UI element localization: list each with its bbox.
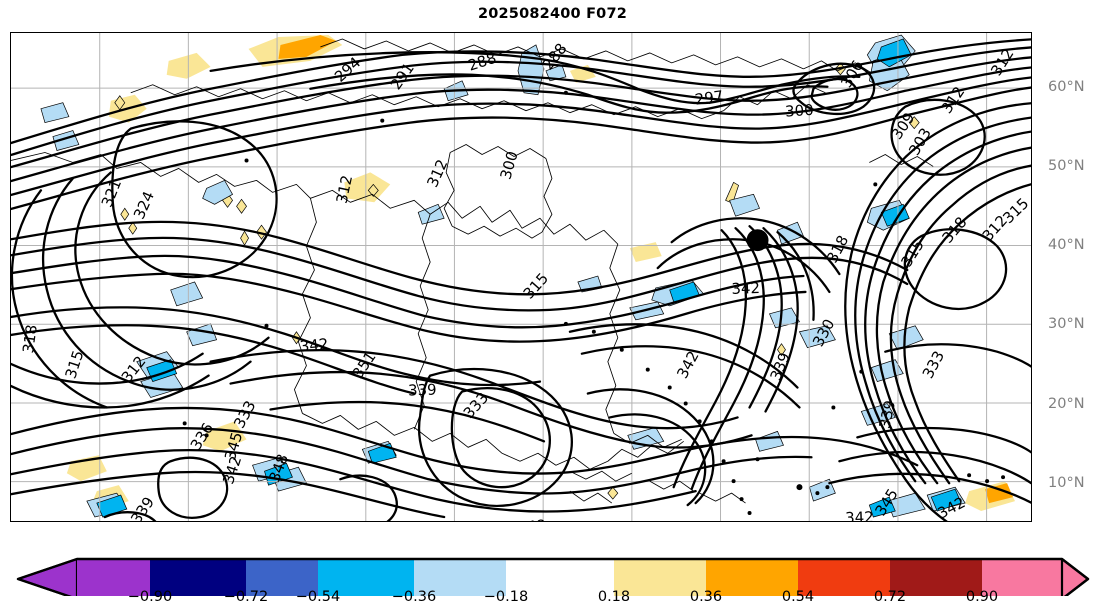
colorbar-tick-label-3: −0.36 <box>391 589 437 605</box>
station-dot-layer <box>182 90 1006 516</box>
colorbar-tick-label-1: −0.72 <box>223 589 269 605</box>
colorbar-tick-label-4: −0.18 <box>483 589 529 605</box>
lat-tick-label-40n: 40°N <box>1048 237 1085 254</box>
colorbar-tick-label-8: 0.72 <box>873 589 907 605</box>
colorbar-tick-label-6: 0.36 <box>689 589 723 605</box>
svg-text:342: 342 <box>845 508 874 521</box>
svg-text:342: 342 <box>731 279 760 298</box>
colorbar-tick-label-7: 0.54 <box>781 589 815 605</box>
contour-layer <box>11 38 1031 521</box>
colorbar: −0.90 −0.72 −0.54 −0.36 −0.18 0.18 0.36 … <box>10 556 1095 611</box>
lat-tick-label-60n: 60°N <box>1048 79 1085 96</box>
svg-text:312: 312 <box>423 157 451 190</box>
svg-text:300: 300 <box>497 149 522 181</box>
svg-text:342: 342 <box>299 335 329 356</box>
svg-text:324: 324 <box>130 189 158 222</box>
svg-text:330: 330 <box>809 316 838 350</box>
lat-tick-label-50n: 50°N <box>1048 158 1085 175</box>
lat-tick-label-10n: 10°N <box>1048 474 1085 491</box>
svg-text:339: 339 <box>876 399 900 431</box>
svg-text:333: 333 <box>460 389 492 422</box>
colorbar-tick-label-2: −0.54 <box>295 589 341 605</box>
svg-text:339: 339 <box>408 381 437 400</box>
svg-text:315: 315 <box>520 269 552 302</box>
cyclone-center-marker <box>746 229 769 252</box>
svg-text:339: 339 <box>727 518 756 521</box>
svg-text:297: 297 <box>694 87 725 109</box>
colorbar-svg <box>16 557 1090 596</box>
svg-text:318: 318 <box>19 324 41 355</box>
svg-text:348: 348 <box>517 516 547 521</box>
shaded-anomaly-layer <box>40 34 1016 518</box>
svg-text:315: 315 <box>62 348 88 381</box>
svg-text:300: 300 <box>785 101 815 121</box>
svg-text:312: 312 <box>333 174 357 206</box>
svg-text:339: 339 <box>127 494 158 521</box>
svg-text:333: 333 <box>919 348 948 382</box>
colorbar-tick-label-0: −0.90 <box>127 589 173 605</box>
lat-tick-label-30n: 30°N <box>1048 316 1085 333</box>
colorbar-tick-label-9: 0.90 <box>965 589 999 605</box>
map-plot-area: 294 291 288 297 300 306 312 312 309 303 … <box>10 32 1085 575</box>
page-title: 2025082400 F072 <box>477 6 628 22</box>
map-frame: 294 291 288 297 300 306 312 312 309 303 … <box>10 32 1032 522</box>
colorbar-tick-label-5: 0.18 <box>597 589 631 605</box>
lat-tick-label-20n: 20°N <box>1048 395 1085 412</box>
contour-map-svg: 294 291 288 297 300 306 312 312 309 303 … <box>11 33 1031 521</box>
graticule-layer <box>11 33 1031 521</box>
colorbar-segments <box>16 557 1090 596</box>
